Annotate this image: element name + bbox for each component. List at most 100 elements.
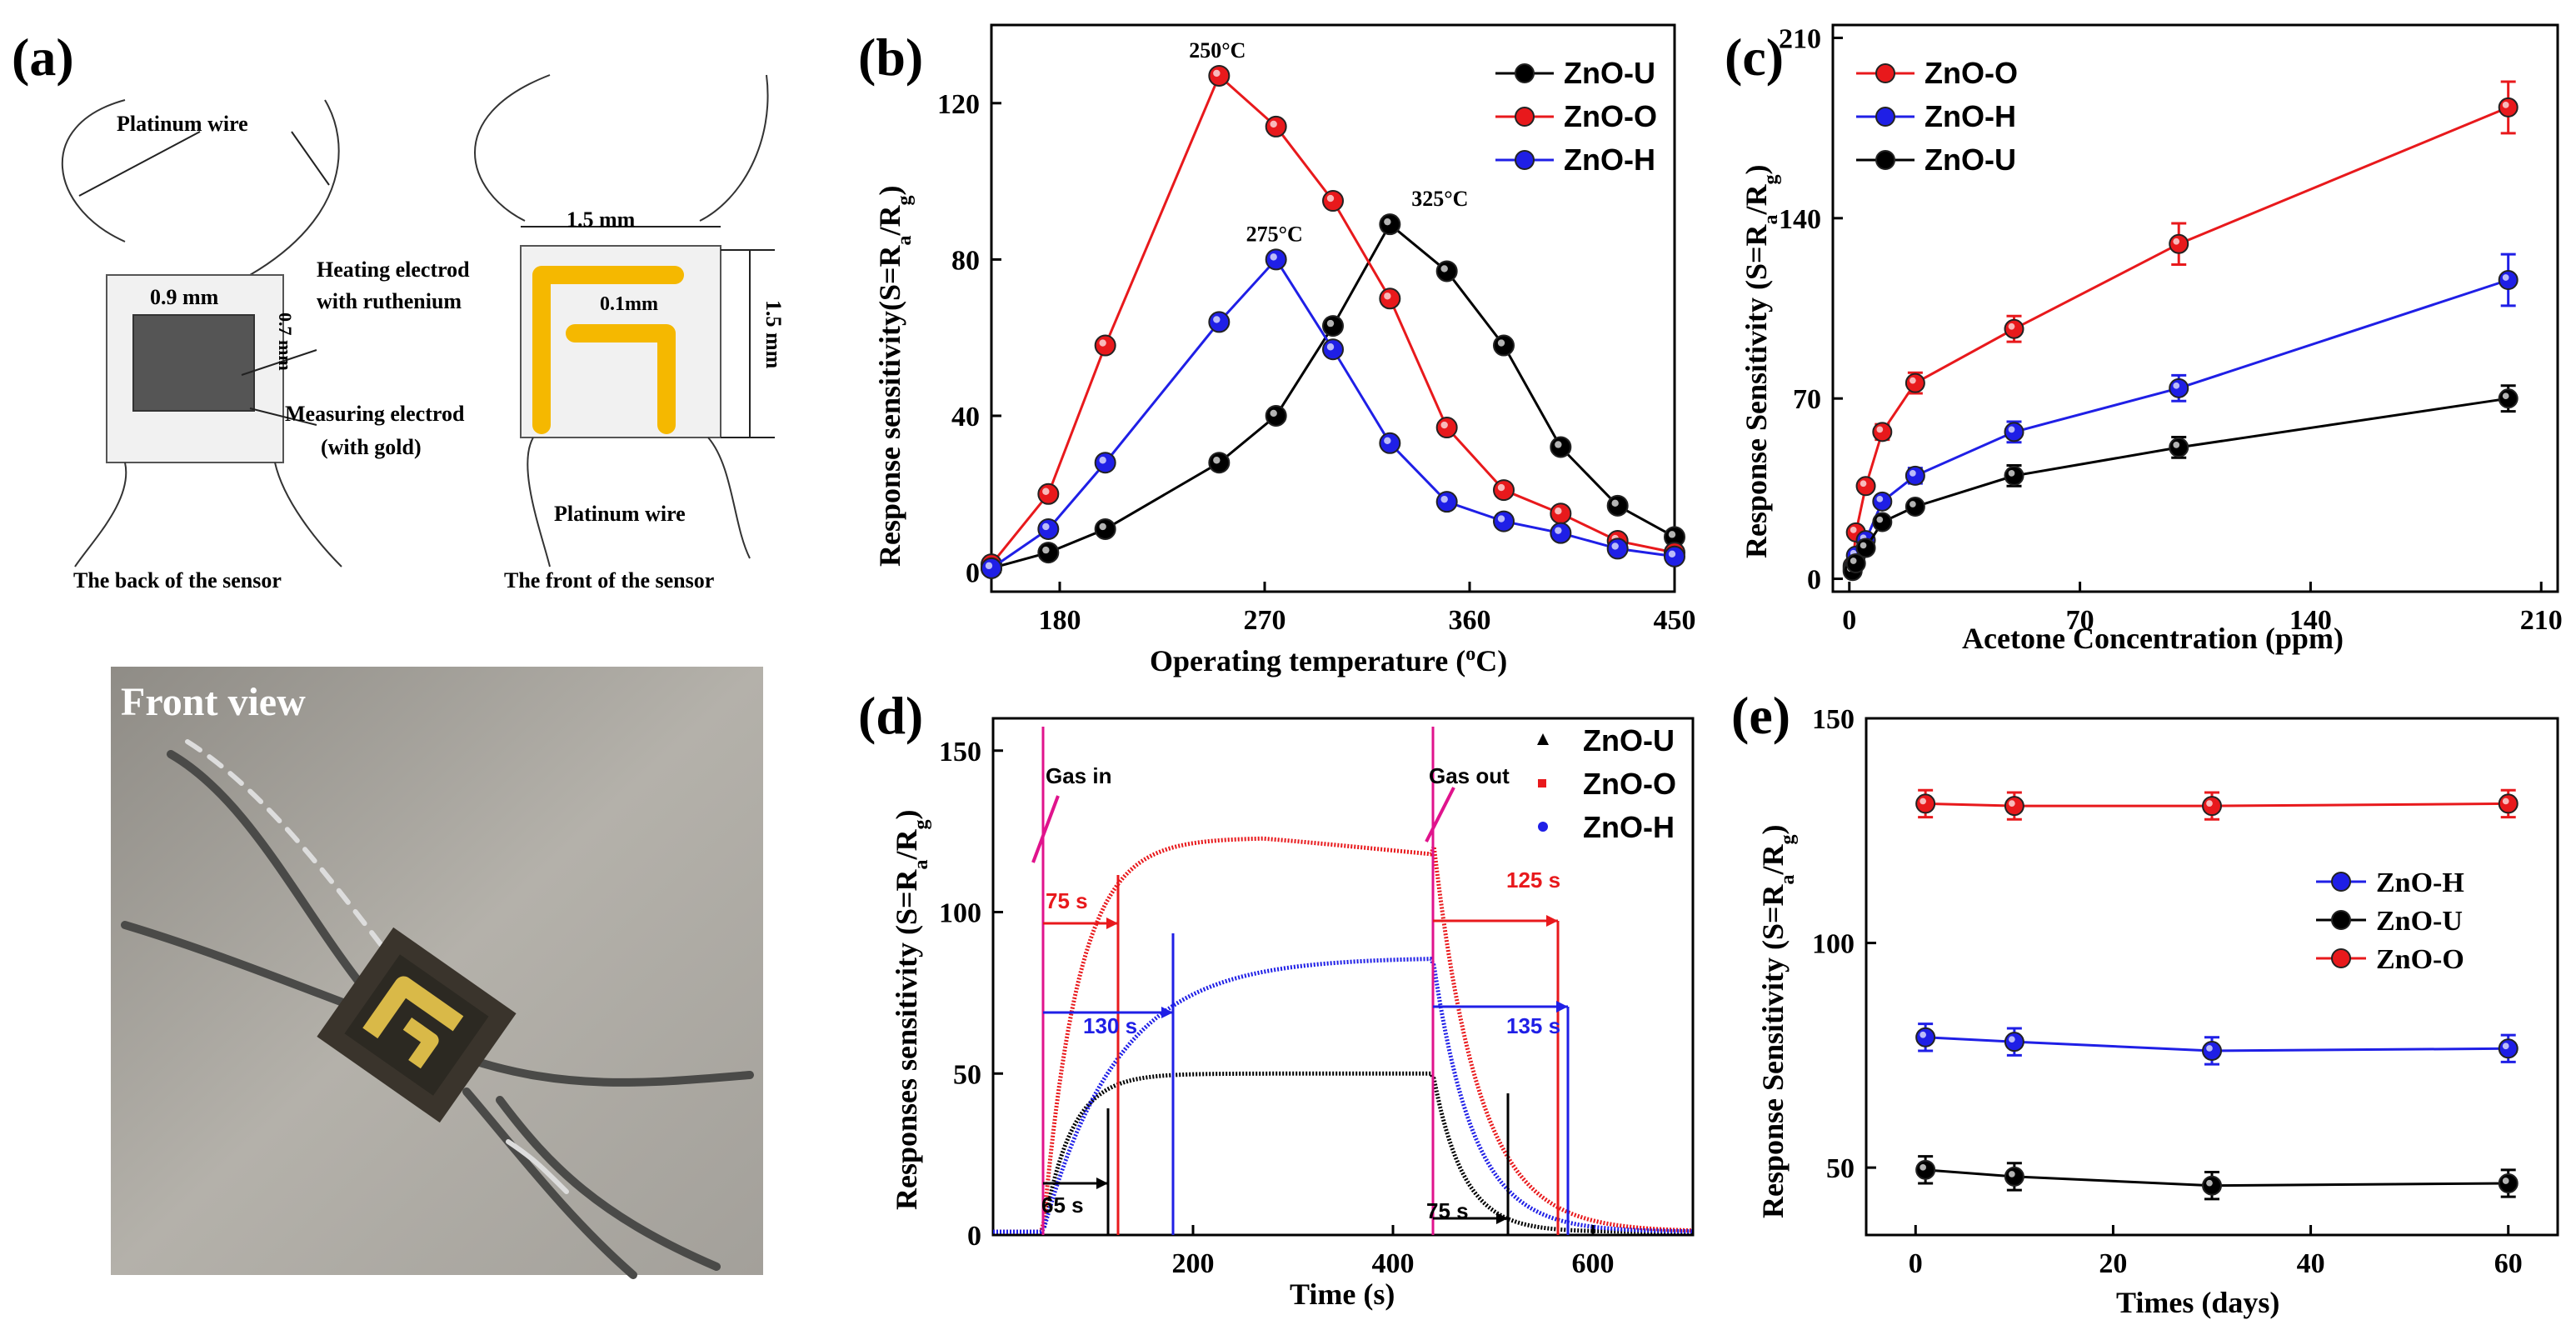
peak-label: 325°C [1411, 187, 1468, 211]
legend-label-ZnO-O: ZnO-O [1925, 56, 2018, 90]
plot-frame-e [1865, 717, 2559, 1237]
data-point-highlight [1876, 426, 1884, 433]
panel-c: (c) 0 70 140 210 0 70 140 210 Acetone Concentra… [1725, 23, 2563, 655]
series-line-ZnO-H [991, 257, 1675, 570]
legend-marker-ZnO-U [1537, 733, 1549, 745]
y-tick-label: 150 [939, 737, 981, 768]
series-line-ZnO-U [1851, 397, 2509, 572]
series-line-ZnO-H [1925, 1036, 2509, 1052]
sensor-front-diagram [474, 74, 775, 568]
data-point-ZnO-O [2169, 233, 2189, 254]
legend-label-ZnO-H: ZnO-H [1925, 99, 2016, 133]
panel-label-e: (e) [1731, 686, 1790, 745]
data-point-highlight [2206, 800, 2213, 807]
data-point-ZnO-U [1905, 497, 1925, 517]
data-point-highlight [2009, 800, 2015, 807]
data-point-ZnO-H [2169, 378, 2189, 398]
data-point-ZnO-H [1037, 518, 1060, 540]
data-point-ZnO-O [2004, 318, 2024, 339]
data-point-highlight [1850, 527, 1857, 533]
wire-right-back-bottom [274, 462, 342, 568]
data-point-highlight [2173, 238, 2180, 245]
tick-group-b: 180 270 360 450 0 40 80 120 [937, 89, 1696, 636]
time-arrow-head [1546, 915, 1558, 927]
front-caption: The front of the sensor [504, 568, 714, 592]
data-point-ZnO-O [1872, 422, 1893, 442]
arrow-platinum-left [78, 131, 201, 197]
data-point-highlight [1440, 495, 1448, 503]
data-point-ZnO-H [1606, 538, 1629, 560]
series-group-d [993, 836, 1692, 1234]
data-point-ZnO-H [1379, 432, 1401, 454]
annotations-d: Gas in Gas out 75 s 130 s 65 s 125 s 135 s 75 s [1031, 727, 1570, 1235]
data-point-ZnO-O [2202, 796, 2222, 817]
y-tick-label: 50 [953, 1059, 981, 1090]
y-tick-label: 0 [967, 1221, 981, 1252]
y-tick-label: 100 [1812, 929, 1855, 960]
data-point-highlight [1270, 120, 1277, 128]
data-point-highlight [1326, 319, 1335, 328]
x-axis-title-c: Acetone Concentration (ppm) [1962, 622, 2344, 655]
arrow-measuring-back [249, 408, 317, 426]
height-label-back: 0.7 mm [275, 312, 296, 371]
y-tick-label: 0 [1807, 565, 1821, 596]
series-line-ZnO-U [991, 222, 1675, 570]
data-point-highlight [1497, 515, 1505, 522]
data-point-ZnO-H [2498, 270, 2519, 290]
data-point-ZnO-H [1208, 311, 1231, 333]
data-point-ZnO-H [2498, 1038, 2519, 1059]
data-point-ZnO-O [1855, 476, 1876, 497]
series-line-ZnO-H [1851, 278, 2509, 569]
x-tick-label: 140 [2289, 605, 2332, 636]
x-axis-title-e: Times (days) [2116, 1286, 2279, 1319]
data-point-ZnO-U [1037, 542, 1060, 564]
time-label: 130 s [1083, 1013, 1137, 1038]
time-label: 65 s [1041, 1192, 1084, 1218]
legend-label-ZnO-O: ZnO-O [1583, 767, 1676, 801]
data-point-highlight [1860, 542, 1867, 549]
data-point-highlight [2009, 1171, 2015, 1178]
data-point-highlight [1384, 218, 1391, 226]
x-tick-label: 0 [1842, 605, 1856, 636]
gold-electrode [532, 266, 684, 434]
x-tick-label: 270 [1244, 605, 1286, 636]
data-point-ZnO-H [1435, 491, 1458, 513]
data-point-ZnO-O [1915, 793, 1936, 814]
panel-a: (a) Platinum wire 0.9 mm 0.7 mm Heating … [12, 28, 786, 1279]
data-point-ZnO-U [1855, 538, 1876, 558]
data-point-highlight [2502, 798, 2509, 805]
x-tick-label: 20 [2099, 1248, 2127, 1279]
y-tick-label: 70 [1793, 384, 1821, 415]
x-tick-label: 400 [1372, 1248, 1415, 1279]
data-point-ZnO-O [1208, 64, 1231, 87]
data-point-highlight [1326, 343, 1335, 351]
back-caption: The back of the sensor [73, 568, 282, 592]
peak-label: 250°C [1189, 38, 1246, 62]
data-point-highlight [1555, 508, 1562, 515]
data-point-ZnO-U [1379, 213, 1401, 236]
legend-label-ZnO-U: ZnO-U [1925, 142, 2016, 177]
sensor-photo: Front view [111, 667, 763, 1279]
data-point-highlight [2009, 1036, 2015, 1043]
x-tick-label: 450 [1654, 605, 1696, 636]
data-point-highlight [1920, 1031, 1926, 1038]
data-point-ZnO-U [1915, 1159, 1936, 1180]
data-point-ZnO-O [2498, 793, 2519, 814]
data-point-highlight [1042, 522, 1050, 531]
panel-label-a: (a) [12, 28, 74, 87]
data-point-highlight [1213, 69, 1221, 78]
series-group-e [1915, 788, 2519, 1201]
data-point-highlight [1099, 457, 1106, 464]
data-point-highlight [1876, 516, 1884, 523]
legend-d: ZnO-U ZnO-O ZnO-H [1537, 723, 1676, 844]
panel-label-c: (c) [1725, 28, 1784, 87]
data-point-ZnO-U [2498, 388, 2519, 409]
wire-right-front-bottom [707, 437, 751, 559]
y-axis-title-c: Response Sensitivity (S=Ra/Rg) [1740, 164, 1782, 558]
data-point-ZnO-U [2004, 1166, 2024, 1187]
data-point-ZnO-H [1265, 248, 1287, 271]
y-axis-title-b: Response sensitivity(S=Ra/Rg) [873, 185, 916, 567]
data-point-ZnO-H [1905, 465, 1925, 486]
x-axis-title-b: Operating temperature (oC) [1150, 643, 1507, 678]
